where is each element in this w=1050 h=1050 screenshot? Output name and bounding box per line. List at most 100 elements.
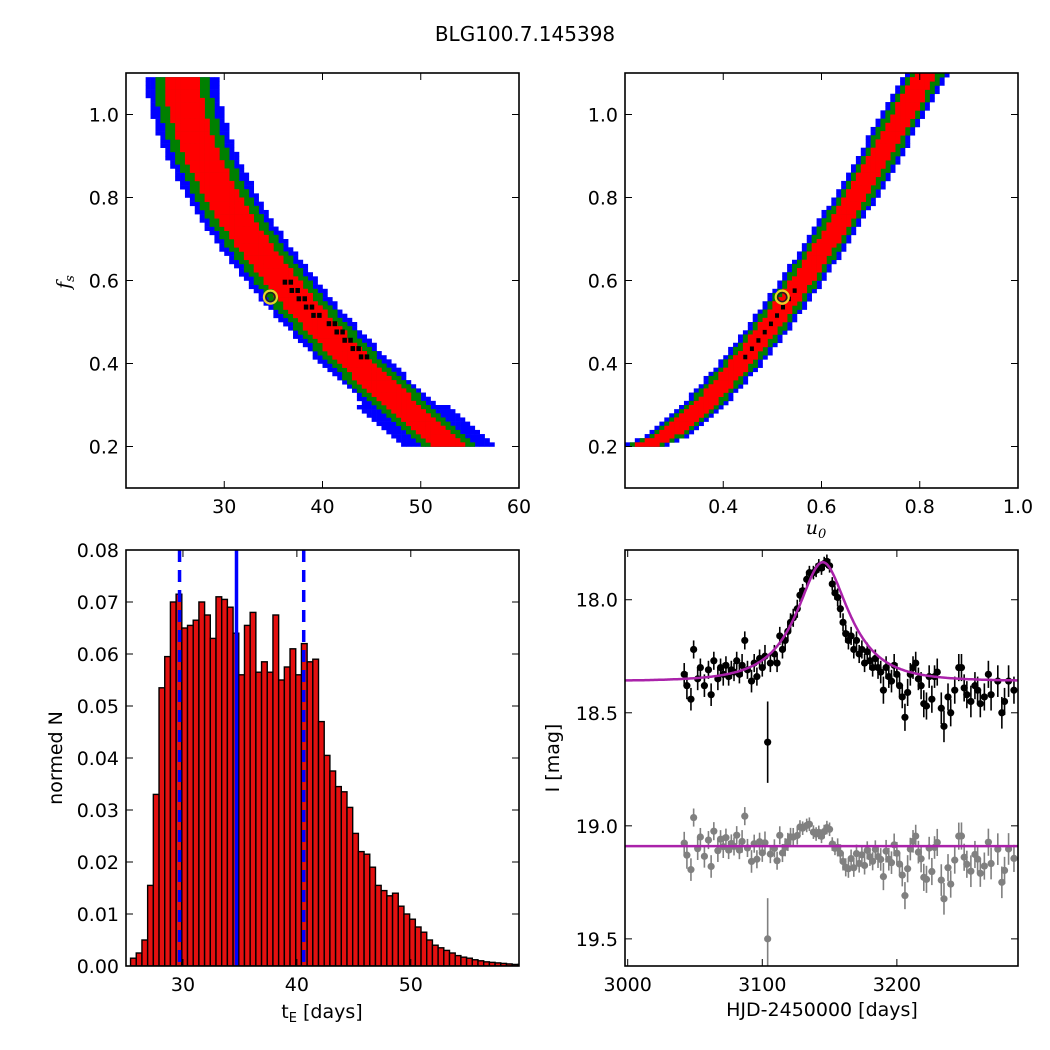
sigma2-region-cell xyxy=(464,438,471,443)
sigma1-region-cell xyxy=(415,409,422,414)
sigma1-region-cell xyxy=(846,201,852,207)
sigma2-region-cell xyxy=(219,143,225,148)
sigma2-region-cell xyxy=(243,189,250,194)
sigma2-region-cell xyxy=(165,135,171,140)
sigma1-region-cell xyxy=(229,222,235,227)
sigma1-region-cell xyxy=(890,143,896,148)
sigma1-region-cell xyxy=(317,326,323,331)
sigma3-region-cell xyxy=(460,417,466,422)
sigma2-region-cell xyxy=(683,405,690,410)
sigma2-region-cell xyxy=(629,442,636,447)
sigma1-region-cell xyxy=(410,413,417,418)
sigma3-region-cell xyxy=(772,288,778,294)
sigma2-region-cell xyxy=(816,276,822,281)
sigma1-region-cell xyxy=(381,375,387,381)
tr-ytick-label: 0.4 xyxy=(588,354,618,376)
sigma2-region-cell xyxy=(342,322,348,327)
sigma2-region-cell xyxy=(317,346,323,352)
sigma1-region-cell xyxy=(199,160,205,165)
sigma1-region-cell xyxy=(801,259,808,265)
best-fit-pixel xyxy=(340,329,345,335)
sigma1-region-cell xyxy=(229,189,235,194)
sigma3-region-cell xyxy=(288,247,294,252)
sigma2-region-cell xyxy=(160,77,166,82)
sigma3-region-cell xyxy=(268,226,274,231)
sigma1-region-cell xyxy=(836,218,842,223)
sigma1-region-cell xyxy=(366,363,372,368)
sigma3-region-cell xyxy=(831,197,837,202)
sigma1-region-cell xyxy=(787,288,793,294)
sigma1-region-cell xyxy=(919,73,925,78)
sigma1-region-cell xyxy=(737,351,744,356)
sigma1-region-cell xyxy=(381,388,387,393)
sigma2-region-cell xyxy=(919,106,925,111)
sigma3-region-cell xyxy=(376,413,382,418)
sigma3-region-cell xyxy=(145,93,151,99)
sigma3-region-cell xyxy=(865,143,871,148)
sigma3-region-cell xyxy=(939,77,945,82)
sigma3-region-cell xyxy=(391,363,397,368)
sigma1-region-cell xyxy=(238,243,245,248)
sigma1-region-cell xyxy=(900,102,906,107)
sigma2-region-cell xyxy=(165,131,171,136)
sigma2-region-cell xyxy=(224,147,230,153)
sigma1-region-cell xyxy=(900,110,906,115)
sigma2-region-cell xyxy=(337,367,343,373)
sigma1-region-cell xyxy=(194,106,200,111)
sigma1-region-cell xyxy=(312,326,318,331)
sigma1-region-cell xyxy=(885,151,891,157)
sigma1-region-cell xyxy=(253,263,259,269)
sigma1-region-cell xyxy=(914,97,921,103)
sigma1-region-cell xyxy=(875,143,881,148)
sigma3-region-cell xyxy=(787,263,793,269)
sigma1-region-cell xyxy=(455,438,461,443)
sigma2-region-cell xyxy=(258,276,264,281)
histogram-bar xyxy=(266,671,274,966)
sigma1-region-cell xyxy=(238,239,245,244)
sigma3-region-cell xyxy=(885,106,891,111)
sigma1-region-cell xyxy=(263,280,269,285)
sigma1-region-cell xyxy=(816,251,822,256)
sigma1-region-cell xyxy=(895,110,901,115)
sigma1-region-cell xyxy=(924,81,930,86)
sigma2-region-cell xyxy=(322,301,328,306)
sigma1-region-cell xyxy=(263,255,269,261)
sigma1-region-cell xyxy=(875,156,881,161)
sigma1-region-cell xyxy=(890,135,896,140)
sigma1-region-cell xyxy=(263,239,269,244)
sigma1-region-cell xyxy=(327,338,333,344)
sigma1-region-cell xyxy=(688,409,695,414)
sigma1-region-cell xyxy=(821,247,827,252)
sigma1-region-cell xyxy=(728,359,734,364)
sigma2-region-cell xyxy=(836,197,842,202)
sigma3-region-cell xyxy=(214,110,220,115)
sigma3-region-cell xyxy=(302,272,309,277)
sigma1-region-cell xyxy=(204,139,210,144)
sigma1-region-cell xyxy=(914,106,921,111)
sigma3-region-cell xyxy=(703,375,709,381)
sigma2-region-cell xyxy=(455,429,461,435)
best-fit-pixel xyxy=(303,304,309,310)
sigma1-region-cell xyxy=(165,89,171,95)
sigma1-region-cell xyxy=(351,371,358,377)
sigma1-region-cell xyxy=(919,77,925,82)
sigma1-region-cell xyxy=(332,355,338,360)
sigma1-region-cell xyxy=(870,151,876,157)
sigma1-region-cell xyxy=(767,330,773,335)
sigma1-region-cell xyxy=(194,81,200,86)
sigma1-region-cell xyxy=(425,425,431,431)
sigma2-region-cell xyxy=(199,81,205,86)
sigma3-region-cell xyxy=(317,284,323,290)
sigma1-region-cell xyxy=(268,251,274,256)
sigma1-region-cell xyxy=(258,255,264,261)
sigma3-region-cell xyxy=(752,317,758,323)
sigma3-region-cell xyxy=(474,429,480,435)
sigma2-region-cell xyxy=(396,375,402,381)
sigma1-region-cell xyxy=(777,309,783,314)
sigma3-region-cell xyxy=(718,359,724,364)
sigma3-region-cell xyxy=(919,110,925,115)
sigma1-region-cell xyxy=(219,218,225,223)
sigma3-region-cell xyxy=(865,139,871,144)
sigma3-region-cell xyxy=(737,334,744,339)
sigma1-region-cell xyxy=(189,102,196,107)
